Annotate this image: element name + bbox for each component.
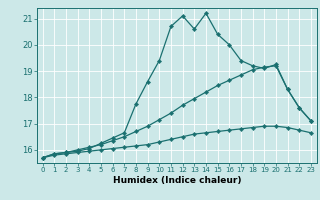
X-axis label: Humidex (Indice chaleur): Humidex (Indice chaleur) [113, 176, 241, 185]
